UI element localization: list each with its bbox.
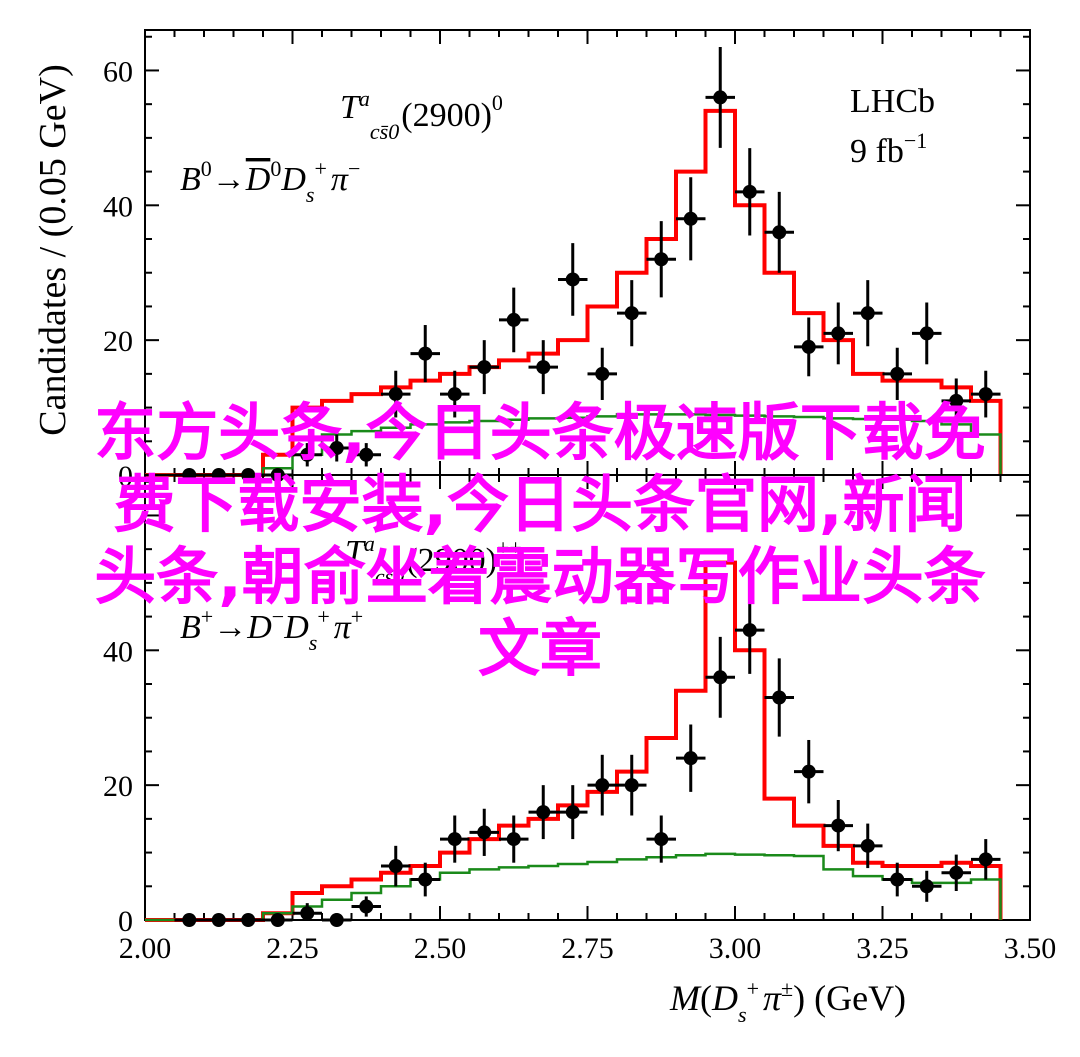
top-data-point — [595, 366, 610, 381]
bottom-data-point — [565, 805, 580, 820]
top-component-histogram — [145, 413, 1002, 477]
bottom-data-point — [241, 913, 256, 927]
top-data-point — [890, 366, 905, 381]
x-tick-label: 3.50 — [1004, 932, 1057, 965]
overlay-line-3: 头条,朝俞坐着震动器写作业头条 — [94, 540, 986, 613]
bottom-y-tick-label: 40 — [103, 635, 133, 668]
bottom-data-point — [831, 818, 846, 833]
bottom-title: Tacs̄0(2900)++ — [345, 531, 522, 589]
bottom-panel: 0 20 40 2.00 2.25 2.50 2.75 3.00 3.25 3.50 Tacs̄0… — [103, 474, 1057, 1027]
top-y-tick-label: 60 — [103, 55, 133, 88]
top-total_fit-histogram — [145, 108, 1003, 477]
bottom-data-point — [978, 852, 993, 867]
bottom-data-point — [388, 859, 403, 874]
bottom-total_fit-histogram — [145, 560, 1003, 922]
luminosity-label: 9 fb−1 — [850, 128, 927, 170]
x-tick-label: 2.75 — [561, 932, 614, 965]
overlay-line-1: 东方头条,今日头条极速版下载免 — [94, 396, 986, 469]
top-data-point — [565, 272, 580, 287]
top-data-point — [654, 252, 669, 267]
top-data-point — [329, 441, 344, 456]
bottom-data-point — [536, 805, 551, 820]
x-tick-label: 2.50 — [414, 932, 467, 965]
bottom-data-point — [713, 670, 728, 685]
bottom-data-point — [949, 865, 964, 880]
bottom-data-point — [359, 899, 374, 914]
experiment-label: LHCb — [850, 83, 935, 120]
bottom-data-point — [211, 913, 226, 927]
top-data-point — [506, 312, 521, 327]
top-data-point — [772, 225, 787, 240]
top-panel: 0 20 40 60 Tacs̄0(2900)0 B0→D0Ds+ π− LHCb 9 … — [32, 29, 1031, 493]
bottom-y-tick-label: 0 — [118, 905, 133, 938]
bottom-data-point — [595, 778, 610, 793]
bottom-data-point — [477, 825, 492, 840]
bottom-component-histogram — [145, 852, 1002, 922]
top-data-point — [919, 326, 934, 341]
bottom-data-point — [860, 838, 875, 853]
bottom-data-point — [506, 832, 521, 847]
y-axis-label: Candidates / (0.05 GeV) — [32, 64, 74, 435]
top-data-point — [300, 447, 315, 462]
bottom-y-tick-label: 20 — [103, 770, 133, 803]
top-data-point — [978, 387, 993, 402]
top-data-point — [713, 90, 728, 105]
overlay-line-4: 文章 — [478, 612, 602, 685]
x-tick-label: 3.25 — [856, 932, 909, 965]
x-tick-label: 2.25 — [266, 932, 319, 965]
top-data-point — [536, 360, 551, 375]
bottom-data-point — [270, 913, 285, 927]
overlay-line-2: 费下载安装,今日头条官网,新闻 — [113, 468, 966, 541]
top-data-point — [949, 393, 964, 408]
top-y-tick-label: 20 — [103, 325, 133, 358]
bottom-data-point — [624, 778, 639, 793]
bottom-data-point — [300, 906, 315, 921]
top-data-point — [418, 346, 433, 361]
bottom-data-point — [683, 751, 698, 766]
bottom-data-point — [890, 872, 905, 887]
x-tick-label: 2.00 — [119, 932, 172, 965]
x-tick-label: 3.00 — [709, 932, 762, 965]
top-data-point — [359, 447, 374, 462]
top-data-point — [624, 306, 639, 321]
bottom-data-point — [742, 623, 757, 638]
top-y-tick-label: 40 — [103, 190, 133, 223]
top-title: Tacs̄0(2900)0 — [340, 86, 503, 144]
bottom-data-point — [418, 872, 433, 887]
top-data-point — [683, 211, 698, 226]
bottom-data-point — [919, 879, 934, 894]
bottom-data-point — [772, 690, 787, 705]
bottom-data-point — [329, 913, 344, 927]
top-data-point — [860, 306, 875, 321]
top-data-point — [477, 360, 492, 375]
bottom-data-point — [447, 832, 462, 847]
bottom-data-point — [801, 764, 816, 779]
top-data-point — [447, 387, 462, 402]
top-data-point — [801, 339, 816, 354]
watermark-overlay: 东方头条,今日头条极速版下载免 费下载安装,今日头条官网,新闻 头条,朝俞坐着震… — [94, 396, 986, 685]
top-data-point — [742, 184, 757, 199]
bottom-data-point — [654, 832, 669, 847]
bottom-decay: B+→D−Ds+ π+ — [180, 604, 363, 655]
top-data-point — [388, 387, 403, 402]
top-y-tick-label: 0 — [118, 460, 133, 493]
bottom-data-point — [182, 913, 197, 927]
x-axis-label: M(Ds+ π±) (GeV) — [669, 976, 906, 1027]
top-decay: B0→D0Ds+ π− — [180, 156, 360, 207]
top-data-point — [831, 326, 846, 341]
